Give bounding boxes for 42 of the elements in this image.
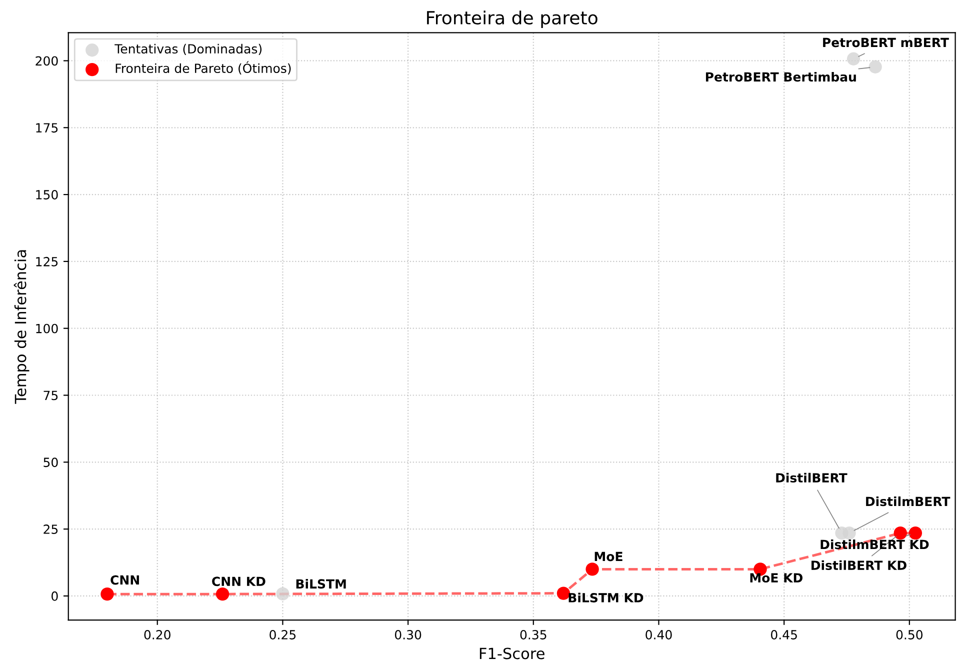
annotation: PetroBERT Bertimbau — [706, 72, 856, 82]
point — [846, 52, 860, 66]
point — [556, 586, 570, 600]
annotation: BiLSTM — [296, 578, 346, 589]
x-tick-label: 0.45 — [770, 630, 797, 640]
annotation: CNN KD — [212, 576, 266, 586]
point — [100, 588, 114, 601]
y-tick-label: 50 — [44, 458, 58, 468]
y-tick-label: 175 — [36, 123, 58, 133]
y-tick-label: 125 — [36, 256, 58, 266]
annotation: CNN — [110, 575, 139, 585]
x-tick-label: 0.30 — [394, 630, 422, 640]
point — [276, 587, 290, 600]
point — [908, 526, 922, 540]
y-tick-label: 200 — [36, 56, 58, 66]
x-tick-label: 0.20 — [144, 630, 170, 640]
point — [868, 60, 882, 74]
x-tick-label: 0.25 — [270, 630, 296, 640]
y-tick-label: 25 — [44, 524, 58, 534]
point — [894, 526, 907, 540]
legend-label: Tentativas (Dominadas) — [114, 44, 262, 56]
x-tick-label: 0.50 — [896, 630, 923, 640]
y-axis-title: Tempo de Inferência — [14, 250, 30, 404]
point — [842, 526, 856, 540]
point — [216, 588, 230, 601]
y-tick-label: 75 — [44, 390, 58, 400]
x-axis-title: F1-Score — [480, 648, 544, 660]
point — [586, 562, 599, 576]
annotation: PetroBERT mBERT — [823, 38, 949, 48]
annotation: DistilBERT — [776, 472, 848, 483]
annotation: BiLSTM KD — [568, 592, 644, 602]
annotation: MoE — [594, 552, 622, 562]
legend-label: Fronteira de Pareto (Ótimos) — [116, 61, 291, 74]
y-tick-label: 100 — [36, 324, 58, 334]
x-tick-label: 0.40 — [646, 630, 672, 640]
chart-title: Fronteira de pareto — [427, 10, 598, 28]
annotation: DistilBERT KD — [812, 560, 906, 570]
annotation: DistilmBERT — [866, 496, 950, 506]
y-tick-label: 0 — [52, 591, 58, 601]
annotation: MoE KD — [750, 573, 802, 583]
x-tick-label: 0.35 — [520, 630, 546, 640]
y-tick-label: 150 — [36, 190, 58, 200]
